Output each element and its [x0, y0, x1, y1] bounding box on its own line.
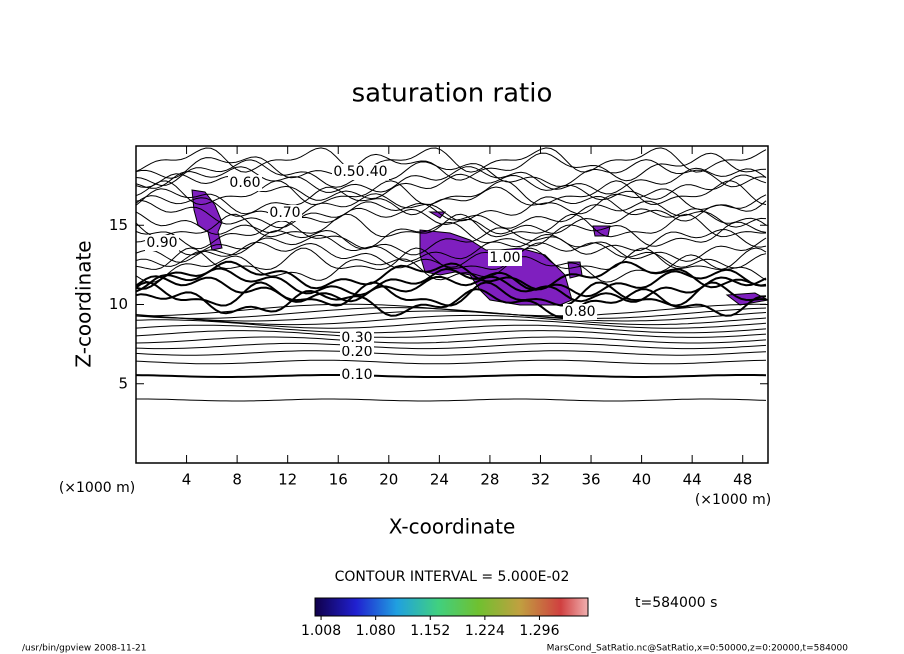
- contour-label-bg: [488, 250, 522, 266]
- contour-line: [136, 233, 767, 263]
- contour-label: 1.00: [489, 250, 520, 266]
- y-axis-label: Z-coordinate: [72, 240, 96, 367]
- x-tick-label: 8: [232, 471, 242, 489]
- contour-line: [136, 260, 767, 291]
- contour-label-bg: [145, 235, 179, 251]
- contour-interval: CONTOUR INTERVAL = 5.000E-02: [335, 569, 570, 585]
- contour-line: [136, 254, 767, 283]
- time-label: t=584000 s: [635, 595, 717, 611]
- contour-line: [136, 159, 767, 188]
- x-tick-label: 48: [733, 471, 752, 489]
- contour-field: [136, 147, 768, 402]
- x-axis-label: X-coordinate: [389, 515, 516, 539]
- contour-line: [136, 186, 767, 216]
- contour-label-bg: [340, 330, 374, 346]
- contour-label: 0.10: [341, 367, 372, 383]
- contour-line: [136, 267, 767, 298]
- colorbar-tick-label: 1.224: [465, 623, 505, 639]
- contour-line: [136, 288, 767, 318]
- contour-line: [136, 336, 767, 344]
- colorbar-tick-label: 1.008: [301, 623, 341, 639]
- footer-left: /usr/bin/gpview 2008-11-21: [22, 644, 146, 654]
- contour-label-bg: [340, 367, 374, 383]
- contour-line: [136, 207, 767, 235]
- x-tick-label: 28: [480, 471, 499, 489]
- contour-line: [136, 342, 767, 350]
- contour-label: 0.80: [564, 304, 595, 320]
- contour-label-bg: [268, 205, 302, 221]
- contour-line: [136, 275, 767, 303]
- x-unit: (×1000 m): [695, 492, 771, 508]
- contour-line: [136, 241, 767, 269]
- contour-label: 0.60: [229, 175, 260, 191]
- contour-line: [136, 147, 767, 173]
- contour-line: [136, 152, 767, 182]
- contour-label: 0.50: [333, 164, 364, 180]
- x-tick-label: 12: [278, 471, 297, 489]
- contour-line: [136, 314, 767, 326]
- contour-line: [136, 166, 767, 195]
- contour-line: [136, 319, 767, 329]
- colorbar-tick-label: 1.152: [410, 623, 450, 639]
- x-tick-label: 32: [531, 471, 550, 489]
- x-tick-label: 24: [430, 471, 449, 489]
- y-tick-label: 15: [109, 216, 128, 234]
- y-tick-label: 5: [118, 374, 128, 392]
- y-tick-label: 10: [109, 295, 128, 313]
- x-tick-label: 4: [182, 471, 192, 489]
- footer-right: MarsCond_SatRatio.nc@SatRatio,x=0:50000,…: [547, 644, 849, 654]
- colorbar: [314, 597, 589, 617]
- contour-label: 0.70: [269, 205, 300, 221]
- x-tick-label: 44: [683, 471, 702, 489]
- chart-title: saturation ratio: [352, 79, 553, 109]
- contour-line: [136, 220, 767, 250]
- contour-line: [136, 310, 767, 322]
- contour-line: [136, 199, 767, 229]
- colorbar-tick-label: 1.080: [356, 623, 396, 639]
- contour-line: [136, 374, 767, 378]
- contour-label-bg: [563, 304, 597, 320]
- contour-label-bg: [228, 175, 262, 191]
- contour-line: [136, 303, 766, 317]
- contour-label: 0.20: [341, 344, 372, 360]
- contour-label: 0.30: [341, 330, 372, 346]
- contour-label: 0.90: [146, 235, 177, 251]
- x-tick-label: 36: [581, 471, 600, 489]
- contour-label-bg: [340, 344, 374, 360]
- x-tick-label: 40: [632, 471, 651, 489]
- contour-line: [136, 398, 767, 402]
- contour-line: [136, 180, 767, 206]
- y-unit: (×1000 m): [59, 480, 135, 496]
- contour-line: [136, 359, 767, 365]
- contour-line: [136, 281, 767, 307]
- contour-line: [136, 213, 767, 238]
- x-tick-label: 16: [329, 471, 348, 489]
- contour-label-bg: [332, 164, 366, 180]
- contour-line: [136, 350, 767, 356]
- contour-line: [136, 324, 767, 334]
- x-tick-label: 20: [379, 471, 398, 489]
- contour-line: [136, 330, 767, 338]
- contour-lines: [136, 147, 767, 402]
- colorbar-tick-label: 1.296: [519, 623, 559, 639]
